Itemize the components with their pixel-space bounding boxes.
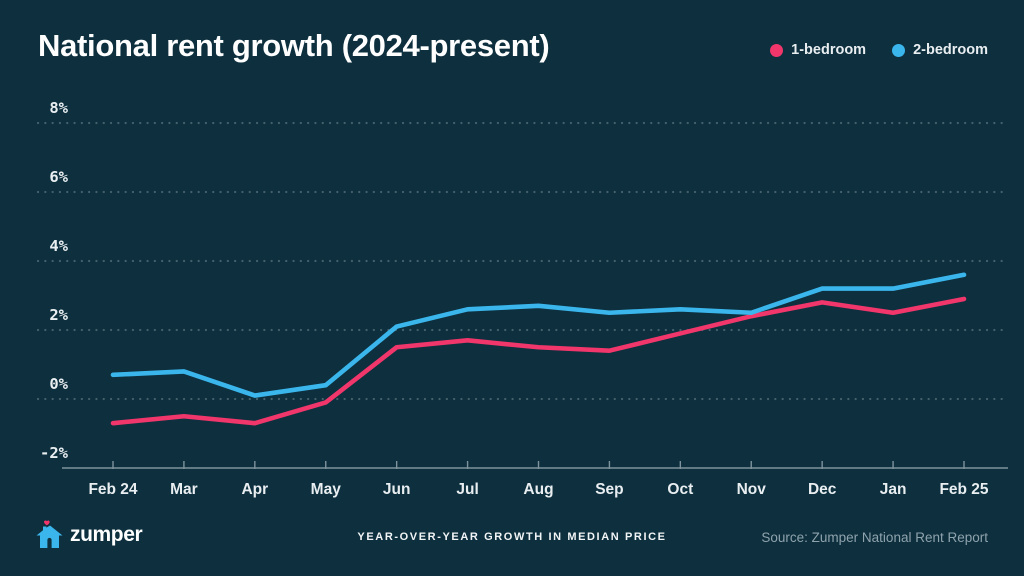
x-tick-label: Jun [383, 481, 411, 498]
y-tick-label: 8% [49, 99, 68, 117]
x-tick-label: Mar [170, 481, 198, 498]
series-line-1-bedroom [110, 296, 967, 426]
x-tick-label: Jan [880, 481, 907, 498]
x-tick-label: May [311, 481, 342, 498]
x-tick-label: Apr [241, 481, 268, 498]
x-tick-label: Jul [456, 481, 478, 498]
chart-legend: 1-bedroom 2-bedroom [770, 42, 988, 58]
page-title: National rent growth (2024-present) [38, 28, 550, 63]
legend-item-2-bedroom: 2-bedroom [892, 42, 988, 58]
x-tick-label: Sep [595, 481, 623, 498]
source-credit: Source: Zumper National Rent Report [761, 530, 988, 545]
y-tick-label: 2% [49, 306, 68, 324]
zumper-house-icon [36, 520, 63, 548]
2-bedroom-dot-icon [892, 43, 906, 57]
x-tick-label: Oct [667, 481, 693, 498]
1-bedroom-dot-icon [770, 43, 784, 57]
x-tick-label: Dec [808, 481, 837, 498]
zumper-wordmark: zumper [70, 522, 143, 546]
zumper-brand: zumper [36, 520, 143, 549]
y-tick-label: -2% [40, 444, 69, 462]
y-axis-labels: 8% 6% 4% 2% 0% -2% [40, 99, 69, 462]
legend-label-2-bedroom: 2-bedroom [913, 42, 988, 58]
y-tick-label: 4% [49, 237, 68, 255]
y-tick-label: 6% [49, 168, 68, 186]
legend-item-1-bedroom: 1-bedroom [770, 42, 866, 58]
x-tick-label: Aug [523, 481, 553, 498]
x-tick-label: Feb 25 [939, 481, 988, 498]
chart-caption: YEAR-OVER-YEAR GROWTH IN MEDIAN PRICE [357, 531, 667, 543]
footer: zumper YEAR-OVER-YEAR GROWTH IN MEDIAN P… [0, 518, 1024, 562]
series-line-2-bedroom [110, 272, 967, 398]
x-tick-label: Nov [737, 481, 767, 498]
x-axis [62, 461, 1008, 469]
legend-label-1-bedroom: 1-bedroom [791, 42, 867, 58]
x-axis-labels: Feb 24 Mar Apr May Jun Jul Aug Sep Oct Nov Dec Jan F… [88, 481, 988, 498]
x-tick-label: Feb 24 [88, 481, 137, 498]
y-tick-label: 0% [49, 375, 68, 393]
y-gridlines [36, 121, 1007, 401]
